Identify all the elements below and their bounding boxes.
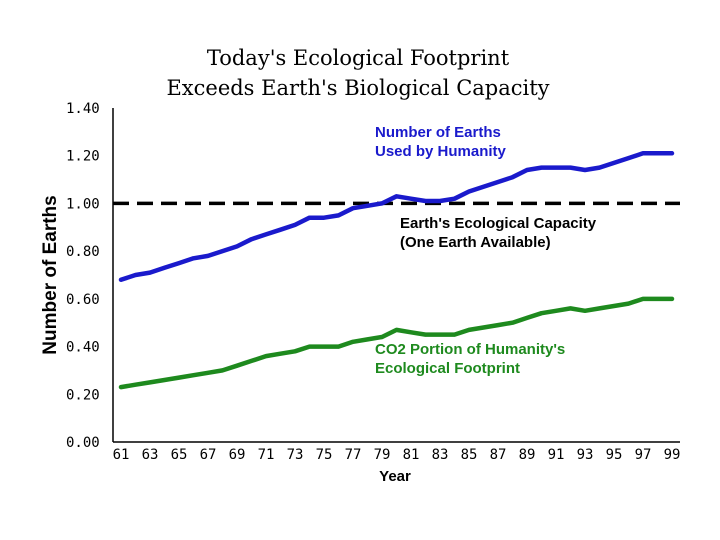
x-tick-label: 97 [635,447,652,463]
annotation-earths-used-line: Number of Earths [375,124,501,141]
x-tick-label: 83 [432,447,449,463]
x-axis-label: Year [379,468,411,485]
series-line-co2-portion [118,296,675,390]
x-tick-label: 69 [229,447,246,463]
annotation-capacity-line: Earth's Ecological Capacity [400,215,597,232]
x-tick-label: 99 [664,447,681,463]
y-tick-label: 0.40 [66,340,100,356]
axes [112,108,680,443]
x-tick-label: 75 [316,447,333,463]
y-tick-label: 1.00 [66,196,100,212]
y-tick-label: 0.80 [66,244,100,260]
y-axis-label: Number of Earths [40,195,61,354]
x-tick-label: 73 [287,447,304,463]
x-tick-label: 77 [345,447,362,463]
series-line-earths-used [118,151,675,283]
chart-title-line-1: Today's Ecological Footprint [207,46,510,70]
y-tick-label: 0.00 [66,435,100,451]
x-tick-label: 63 [142,447,159,463]
x-tick-label: 91 [548,447,565,463]
x-tick-label: 71 [258,447,275,463]
annotation-capacity-line: (One Earth Available) [400,234,551,251]
y-tick-label: 1.40 [66,101,100,117]
annotation-earths-used-line: Used by Humanity [375,143,507,160]
x-tick-label: 89 [519,447,536,463]
x-tick-label: 85 [461,447,478,463]
y-tick-label: 0.60 [66,292,100,308]
chart-title-line-2: Exceeds Earth's Biological Capacity [166,76,549,100]
x-tick-label: 93 [577,447,594,463]
y-tick-label: 1.20 [66,149,100,165]
y-tick-labels: 0.00 0.20 0.40 0.60 0.80 1.00 1.20 1.40 [66,101,100,451]
y-tick-label: 0.20 [66,387,100,403]
x-tick-labels: 61 63 65 67 69 71 73 75 77 79 81 83 85 87 89 91 93 95 97 99 [113,447,681,463]
annotation-co2-portion-line: Ecological Footprint [375,360,520,377]
x-tick-label: 79 [374,447,391,463]
x-tick-label: 61 [113,447,130,463]
x-tick-label: 87 [490,447,507,463]
x-tick-label: 81 [403,447,420,463]
x-tick-label: 95 [606,447,623,463]
annotation-layer: Number of Earths Used by Humanity Earth's … [375,124,597,377]
x-tick-label: 67 [200,447,217,463]
annotation-co2-portion-line: CO2 Portion of Humanity's [375,341,565,358]
x-tick-label: 65 [171,447,188,463]
series-layer [118,151,675,390]
